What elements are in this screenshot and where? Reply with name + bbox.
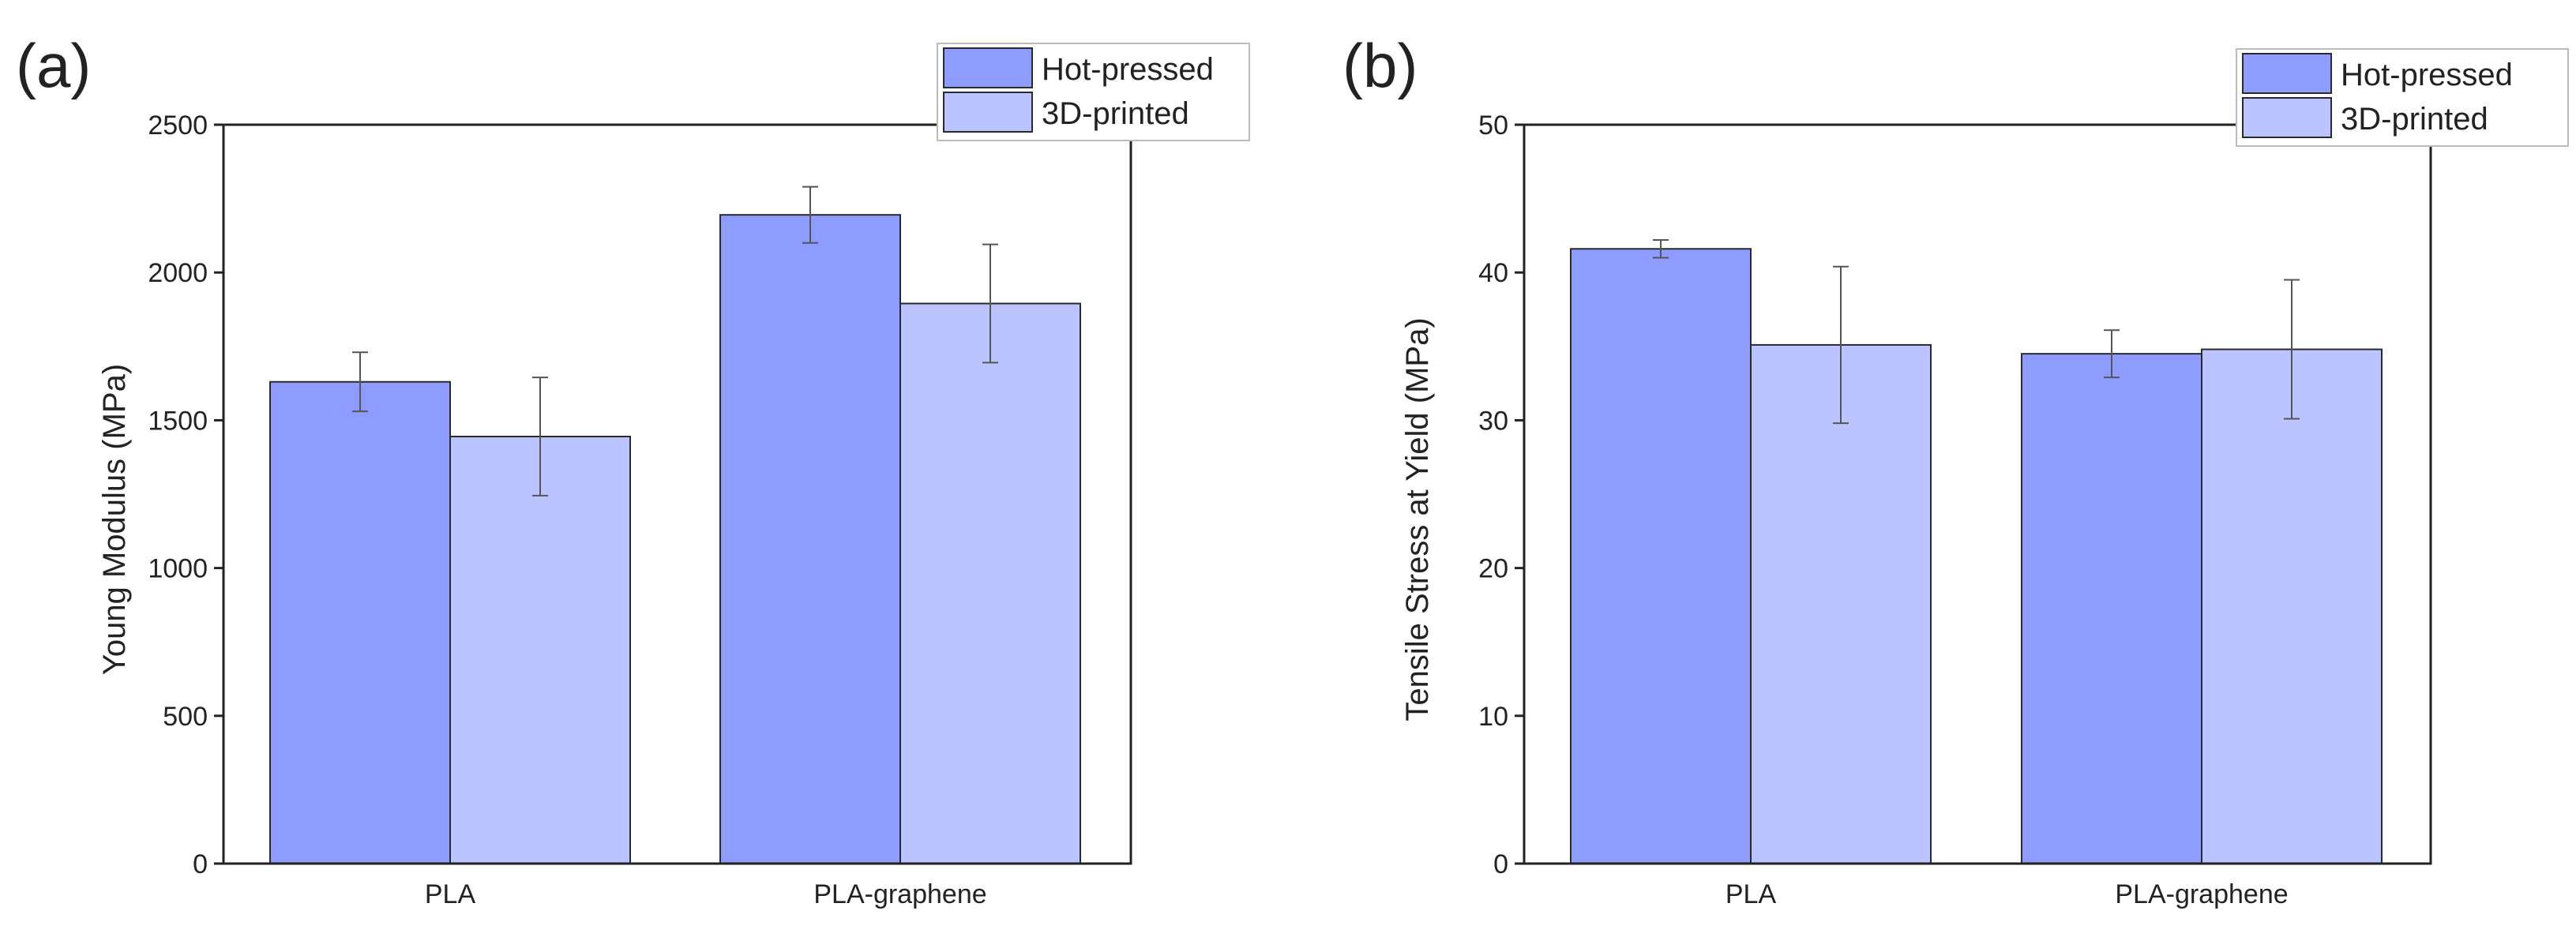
y-tick-label-2500-a: 2500 bbox=[148, 111, 208, 141]
legend-label-hot-pressed-b: Hot-pressed bbox=[2341, 58, 2513, 92]
bar-hot-pressed-pla-graphene-b bbox=[2021, 353, 2202, 865]
y-tick-label-20-b: 20 bbox=[1478, 554, 1508, 584]
x-ticks-b: PLA PLA-graphene bbox=[1725, 879, 2289, 909]
legend-label-hot-pressed-a: Hot-pressed bbox=[1042, 52, 1214, 87]
x-ticks-a: PLA PLA-graphene bbox=[425, 879, 987, 909]
y-ticks-a: 0 500 1000 1500 2000 2500 bbox=[148, 111, 223, 879]
y-tick-label-10-b: 10 bbox=[1478, 702, 1508, 732]
bar-3d-printed-pla-a bbox=[449, 435, 631, 864]
legend-swatch-3d-printed-b bbox=[2242, 97, 2332, 138]
legend-b: Hot-pressed 3D-printed bbox=[2236, 48, 2569, 147]
y-axis-title-a: Young Modulus (MPa) bbox=[97, 364, 132, 675]
error-bar-3d-printed-pla-graphene-a bbox=[982, 243, 998, 364]
bar-hot-pressed-pla-b bbox=[1570, 248, 1752, 864]
bar-3d-printed-pla-b bbox=[1750, 343, 1932, 865]
panel-label-b: (b) bbox=[1342, 31, 1418, 100]
error-bar-3d-printed-pla-b bbox=[1833, 265, 1849, 425]
y-tick-label-0-b: 0 bbox=[1493, 849, 1508, 879]
y-ticks-b: 0 10 20 30 40 50 bbox=[1478, 111, 1524, 879]
error-bar-hot-pressed-pla-graphene-a bbox=[802, 186, 818, 244]
y-tick-label-1000-a: 1000 bbox=[148, 554, 208, 584]
chart-panel-b: (b) Tensile Stress at Yield (MPa) 0 10 20 3… bbox=[1342, 31, 2569, 909]
y-tick-label-1500-a: 1500 bbox=[148, 406, 208, 436]
x-tick-label-pla-graphene-a: PLA-graphene bbox=[813, 879, 986, 909]
y-tick-label-30-b: 30 bbox=[1478, 406, 1508, 436]
bar-3d-printed-pla-graphene-a bbox=[899, 302, 1081, 864]
error-bars-a bbox=[352, 186, 998, 497]
legend-swatch-hot-pressed-a bbox=[943, 47, 1033, 88]
x-tick-label-pla-a: PLA bbox=[425, 879, 476, 909]
legend-swatch-hot-pressed-b bbox=[2242, 53, 2332, 94]
error-bars-b bbox=[1653, 239, 2300, 425]
legend-a: Hot-pressed 3D-printed bbox=[937, 43, 1250, 141]
y-tick-label-2000-a: 2000 bbox=[148, 258, 208, 288]
legend-swatch-3d-printed-a bbox=[943, 92, 1033, 133]
error-bar-3d-printed-pla-graphene-b bbox=[2284, 279, 2300, 420]
bars-b bbox=[1570, 248, 2383, 865]
x-tick-label-pla-graphene-b: PLA-graphene bbox=[2115, 879, 2288, 909]
y-axis-title-b: Tensile Stress at Yield (MPa) bbox=[1400, 317, 1435, 721]
error-bar-hot-pressed-pla-graphene-b bbox=[2104, 329, 2120, 379]
bar-hot-pressed-pla-graphene-a bbox=[719, 214, 901, 864]
plot-frame-a bbox=[222, 123, 1132, 865]
error-bar-3d-printed-pla-a bbox=[532, 377, 548, 497]
y-tick-label-50-b: 50 bbox=[1478, 111, 1508, 141]
bars-a bbox=[269, 214, 1081, 864]
chart-panel-a: (a) Young Modulus (MPa) 0 500 1000 1500 2000… bbox=[16, 31, 1250, 909]
legend-label-3d-printed-a: 3D-printed bbox=[1042, 96, 1189, 131]
legend-label-3d-printed-b: 3D-printed bbox=[2341, 102, 2488, 137]
bar-hot-pressed-pla-a bbox=[269, 380, 451, 864]
plot-frame-b bbox=[1523, 123, 2432, 865]
y-tick-label-500-a: 500 bbox=[163, 702, 208, 732]
error-bar-hot-pressed-pla-b bbox=[1653, 239, 1669, 259]
error-bar-hot-pressed-pla-a bbox=[352, 351, 368, 413]
panel-label-a: (a) bbox=[16, 31, 91, 100]
y-tick-label-40-b: 40 bbox=[1478, 258, 1508, 288]
bar-3d-printed-pla-graphene-b bbox=[2201, 348, 2383, 864]
y-tick-label-0-a: 0 bbox=[193, 849, 208, 879]
x-tick-label-pla-b: PLA bbox=[1725, 879, 1777, 909]
